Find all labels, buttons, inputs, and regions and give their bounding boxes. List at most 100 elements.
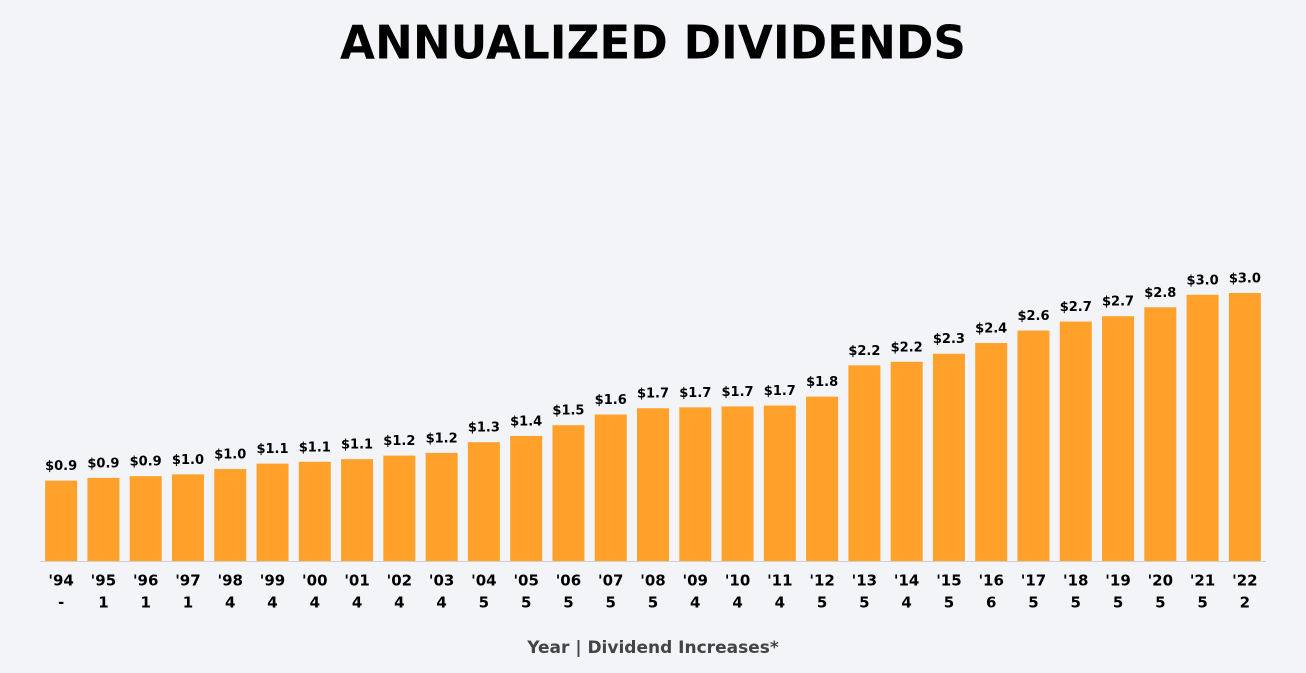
data-label: $1.2: [426, 431, 458, 446]
bar: [975, 343, 1008, 561]
data-label: $1.1: [256, 442, 288, 457]
bar: [1228, 293, 1261, 561]
x-tick-label: '13: [852, 572, 877, 590]
dividend-increase-label: 4: [394, 594, 404, 612]
data-label: $2.7: [1102, 295, 1134, 310]
x-tick-label: '22: [1232, 572, 1257, 590]
data-label: $2.4: [975, 322, 1007, 337]
bar: [721, 406, 754, 561]
dividend-increase-label: 4: [225, 594, 235, 612]
x-tick-label: '95: [91, 572, 116, 590]
dividend-increase-label: 1: [183, 594, 193, 612]
bar: [1186, 294, 1219, 561]
bar: [1102, 316, 1135, 561]
data-label: $1.0: [214, 447, 246, 462]
data-label: $1.3: [468, 421, 500, 436]
data-label: $2.8: [1144, 286, 1176, 301]
dividend-increase-label: 5: [817, 594, 827, 612]
data-label: $1.7: [764, 384, 796, 399]
dividend-increase-label: 5: [944, 594, 954, 612]
x-tick-label: '94: [48, 572, 73, 590]
x-tick-label: '04: [471, 572, 496, 590]
bar: [1059, 321, 1092, 561]
x-tick-label: '17: [1021, 572, 1046, 590]
bar: [932, 353, 965, 561]
data-label: $2.6: [1017, 309, 1049, 324]
dividend-increase-label: 4: [732, 594, 742, 612]
bar: [256, 463, 289, 561]
x-tick-label: '14: [894, 572, 919, 590]
data-label: $2.3: [933, 332, 965, 347]
dividend-increase-label: 5: [1197, 594, 1207, 612]
x-tick-label: '03: [429, 572, 454, 590]
data-label: $1.5: [552, 404, 584, 419]
data-label: $1.1: [299, 440, 331, 455]
dividend-increase-label: 5: [479, 594, 489, 612]
data-label: $1.8: [806, 375, 838, 390]
data-label: $1.7: [637, 387, 669, 402]
dividend-increase-label: 5: [1155, 594, 1165, 612]
data-label: $1.1: [341, 438, 373, 453]
x-axis-label: Year | Dividend Increases*: [526, 638, 779, 658]
dividend-increase-label: 4: [267, 594, 277, 612]
x-tick-label: '19: [1105, 572, 1130, 590]
dividend-increase-label: 5: [521, 594, 531, 612]
bar: [1017, 330, 1050, 561]
data-label: $1.4: [510, 414, 542, 429]
data-label: $2.7: [1060, 300, 1092, 315]
bar: [552, 425, 585, 561]
x-tick-label: '20: [1148, 572, 1173, 590]
chart-title: ANNUALIZED DIVIDENDS: [340, 16, 966, 70]
bar: [383, 455, 416, 561]
dividend-increase-label: -: [58, 594, 64, 612]
x-tick-label: '99: [260, 572, 285, 590]
dividend-increase-label: 5: [1113, 594, 1123, 612]
data-label: $1.2: [383, 434, 415, 449]
bar: [594, 414, 627, 561]
x-tick-label: '07: [598, 572, 623, 590]
x-tick-label: '15: [936, 572, 961, 590]
x-tick-label: '05: [513, 572, 538, 590]
data-label: $1.7: [679, 386, 711, 401]
x-tick-label: '08: [640, 572, 665, 590]
data-label: $1.6: [595, 393, 627, 408]
x-tick-label: '98: [218, 572, 243, 590]
data-label: $1.0: [172, 453, 204, 468]
dividend-increase-label: 1: [140, 594, 150, 612]
bar: [298, 461, 331, 561]
bar: [214, 468, 247, 561]
dividend-increase-label: 5: [648, 594, 658, 612]
bar: [806, 396, 839, 561]
data-label: $3.0: [1229, 272, 1261, 287]
dividend-increase-label: 4: [901, 594, 911, 612]
bar: [129, 476, 162, 561]
x-tick-label: '11: [767, 572, 792, 590]
data-label: $0.9: [130, 455, 162, 470]
dividend-increase-label: 4: [310, 594, 320, 612]
x-tick-label: '06: [556, 572, 581, 590]
data-label: $0.9: [45, 459, 77, 474]
x-tick-label: '97: [175, 572, 200, 590]
x-tick-label: '16: [978, 572, 1003, 590]
x-tick-label: '10: [725, 572, 750, 590]
x-tick-label: '18: [1063, 572, 1088, 590]
dividend-increase-label: 5: [563, 594, 573, 612]
bar: [848, 365, 881, 561]
dividend-increase-label: 5: [1028, 594, 1038, 612]
bar: [763, 405, 796, 561]
x-tick-label: '09: [683, 572, 708, 590]
dividend-increase-label: 5: [1071, 594, 1081, 612]
bar: [1144, 307, 1177, 561]
dividend-increase-label: 4: [690, 594, 700, 612]
data-label: $2.2: [891, 340, 923, 355]
bar: [890, 361, 923, 561]
bar: [679, 407, 712, 561]
data-label: $1.7: [722, 385, 754, 400]
dividend-increase-label: 5: [606, 594, 616, 612]
dividend-increase-label: 5: [859, 594, 869, 612]
bar: [87, 477, 120, 561]
x-tick-label: '01: [344, 572, 369, 590]
x-tick-label: '12: [809, 572, 834, 590]
